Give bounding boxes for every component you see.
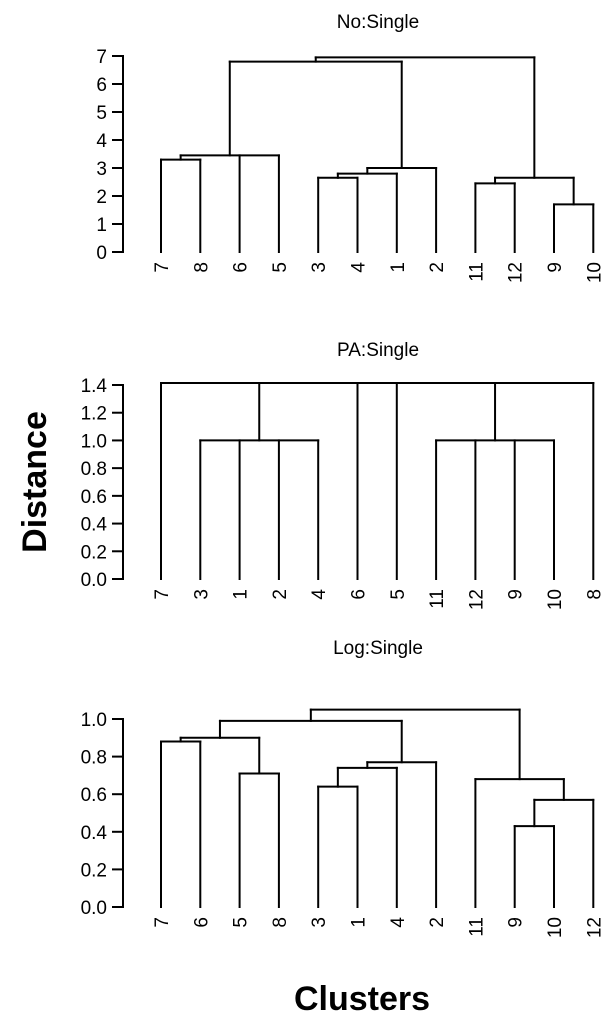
leaf-label: 12 xyxy=(506,262,527,283)
y-tick-label: 0.0 xyxy=(81,570,107,591)
y-tick-label: 4 xyxy=(96,131,107,152)
leaf-label: 7 xyxy=(152,589,173,600)
y-tick-label: 0.6 xyxy=(81,785,107,806)
dendrogram-panel: Log:Single 0.0 0.2 0.4 0.6 0.8 1.0 7 6 5 8 3 1 4 2 11 9 1… xyxy=(81,638,603,938)
leaf-label: 2 xyxy=(427,262,448,273)
leaf-label: 4 xyxy=(309,589,330,600)
leaf-label: 3 xyxy=(191,589,212,600)
leaf-label: 9 xyxy=(506,589,527,600)
leaf-label: 5 xyxy=(388,589,409,600)
y-tick-label: 0 xyxy=(96,243,107,264)
y-tick-label: 1.0 xyxy=(81,431,107,452)
leaf-label: 6 xyxy=(349,589,370,600)
leaf-label: 7 xyxy=(152,262,173,273)
y-tick-label: 0.4 xyxy=(81,515,108,536)
leaf-label: 9 xyxy=(506,917,527,928)
y-tick-label: 0.4 xyxy=(81,823,108,844)
leaf-label: 3 xyxy=(309,917,330,928)
leaf-label: 11 xyxy=(427,589,448,609)
y-tick-label: 3 xyxy=(96,159,107,180)
y-tick-label: 6 xyxy=(96,75,107,96)
y-tick-label: 0.6 xyxy=(81,487,107,508)
leaf-label: 12 xyxy=(584,917,603,938)
leaf-label: 2 xyxy=(270,589,291,600)
leaf-label: 6 xyxy=(231,262,252,273)
panel-title: PA:Single xyxy=(337,340,419,361)
x-axis-title: Clusters xyxy=(294,980,430,1014)
y-tick-label: 1.2 xyxy=(81,404,107,425)
y-tick-label: 0.0 xyxy=(81,898,107,919)
leaf-label: 5 xyxy=(270,262,291,273)
leaf-label: 8 xyxy=(270,917,291,928)
panel-title: Log:Single xyxy=(333,638,423,659)
leaf-label: 11 xyxy=(466,262,487,282)
leaf-label: 2 xyxy=(427,917,448,928)
y-tick-label: 0.8 xyxy=(81,748,107,769)
leaf-label: 9 xyxy=(545,262,566,273)
leaf-label: 1 xyxy=(388,262,409,273)
y-tick-label: 1.4 xyxy=(81,376,108,397)
y-tick-label: 1.0 xyxy=(81,710,107,731)
y-axis-title: Distance xyxy=(16,411,54,553)
panel-title: No:Single xyxy=(337,12,419,33)
leaf-label: 1 xyxy=(349,917,370,928)
leaf-label: 12 xyxy=(466,589,487,610)
y-tick-label: 0.2 xyxy=(81,542,107,563)
leaf-label: 10 xyxy=(545,589,566,610)
leaf-label: 7 xyxy=(152,917,173,928)
leaf-label: 6 xyxy=(191,917,212,928)
y-tick-label: 7 xyxy=(96,47,107,68)
leaf-label: 8 xyxy=(584,589,603,600)
y-tick-label: 0.8 xyxy=(81,459,107,480)
leaf-label: 4 xyxy=(388,917,409,928)
leaf-label: 1 xyxy=(231,589,252,600)
leaf-label: 5 xyxy=(231,917,252,928)
leaf-label: 10 xyxy=(584,262,603,283)
leaf-label: 10 xyxy=(545,917,566,938)
y-tick-label: 5 xyxy=(96,103,107,124)
leaf-label: 11 xyxy=(466,917,487,937)
y-tick-label: 0.2 xyxy=(81,860,107,881)
leaf-label: 4 xyxy=(349,262,370,273)
y-tick-label: 2 xyxy=(96,187,107,208)
y-tick-label: 1 xyxy=(96,215,107,236)
leaf-label: 3 xyxy=(309,262,330,273)
leaf-label: 8 xyxy=(191,262,212,273)
